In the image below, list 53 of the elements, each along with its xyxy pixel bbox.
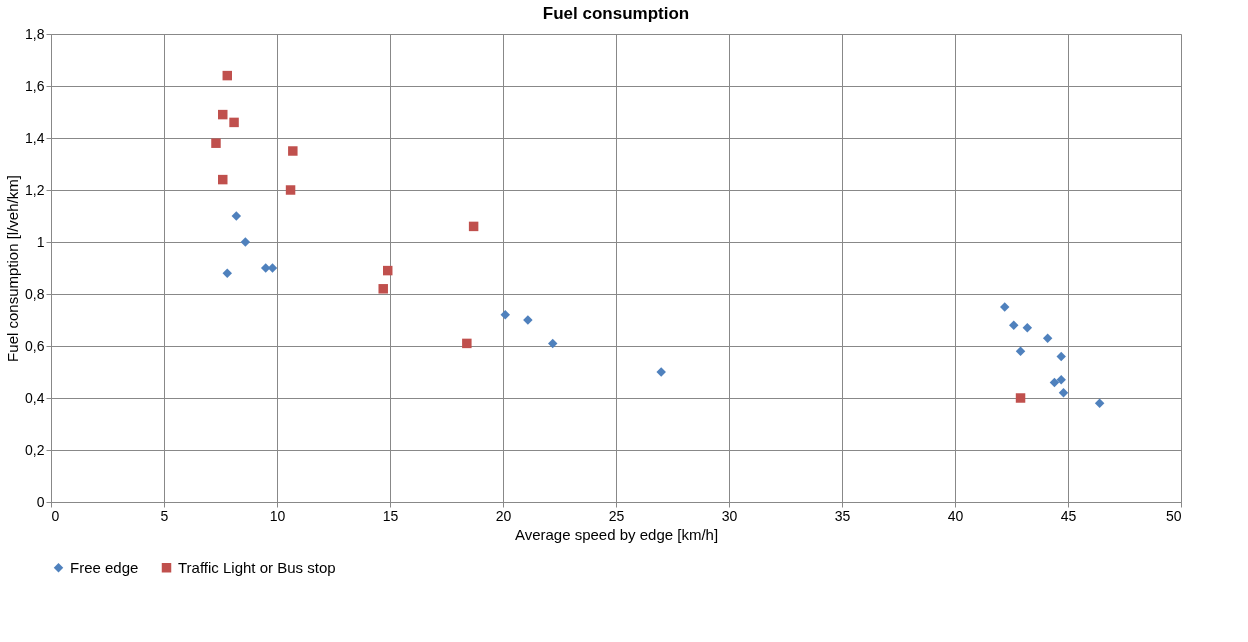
point — [1009, 320, 1019, 330]
point — [383, 265, 393, 276]
point — [1056, 351, 1066, 362]
point — [999, 302, 1010, 312]
y-tick-label: 0,8 — [25, 285, 45, 302]
point — [222, 268, 233, 278]
point — [1094, 398, 1105, 408]
point — [500, 310, 510, 320]
y-tick-label: 0,6 — [25, 337, 45, 354]
y-tick-label: 1,6 — [25, 77, 45, 94]
y-tick-label: 0,4 — [25, 389, 45, 406]
x-tick-label: 0 — [51, 507, 60, 524]
point — [285, 185, 296, 195]
point — [378, 284, 388, 294]
y-tick-label: 1,2 — [25, 181, 45, 198]
x-tick-label: 40 — [947, 507, 964, 524]
x-tick-label: 5 — [160, 507, 169, 524]
point — [1022, 323, 1033, 333]
x-axis-title: Average speed by edge [km/h] — [514, 525, 719, 543]
point — [1058, 388, 1069, 398]
x-tick-label: 15 — [382, 507, 399, 524]
x-tick-label: 50 — [1165, 507, 1182, 524]
y-tick-label: 1 — [36, 233, 45, 250]
point — [1049, 377, 1060, 388]
x-tick-label: 25 — [608, 507, 625, 524]
x-tick-label: 45 — [1060, 507, 1077, 524]
point — [288, 146, 298, 156]
point — [468, 221, 479, 232]
point — [462, 338, 472, 349]
point — [222, 70, 233, 81]
y-tick-label: 1,4 — [25, 129, 45, 146]
legend-label: Free edge — [70, 558, 139, 576]
y-tick-label: 0 — [36, 493, 45, 510]
x-tick-label: 30 — [721, 507, 738, 524]
point — [547, 338, 558, 349]
y-axis-title: Fuel consumption [l/veh/km] — [4, 175, 22, 362]
x-tick-label: 35 — [834, 507, 851, 524]
point — [218, 174, 228, 185]
point — [1015, 346, 1026, 356]
x-tick-label: 10 — [269, 507, 286, 524]
y-tick-label: 0,2 — [25, 441, 45, 458]
point — [1015, 393, 1026, 403]
point — [231, 211, 242, 221]
point — [1056, 375, 1066, 385]
chart-title: Fuel consumption — [542, 4, 690, 23]
y-tick-label: 1,8 — [25, 25, 45, 42]
point — [1042, 333, 1053, 343]
point — [229, 117, 239, 128]
legend-label: Traffic Light or Bus stop — [178, 558, 336, 576]
point — [211, 138, 221, 148]
x-tick-label: 20 — [495, 507, 512, 524]
point — [218, 109, 228, 120]
point — [240, 237, 251, 247]
